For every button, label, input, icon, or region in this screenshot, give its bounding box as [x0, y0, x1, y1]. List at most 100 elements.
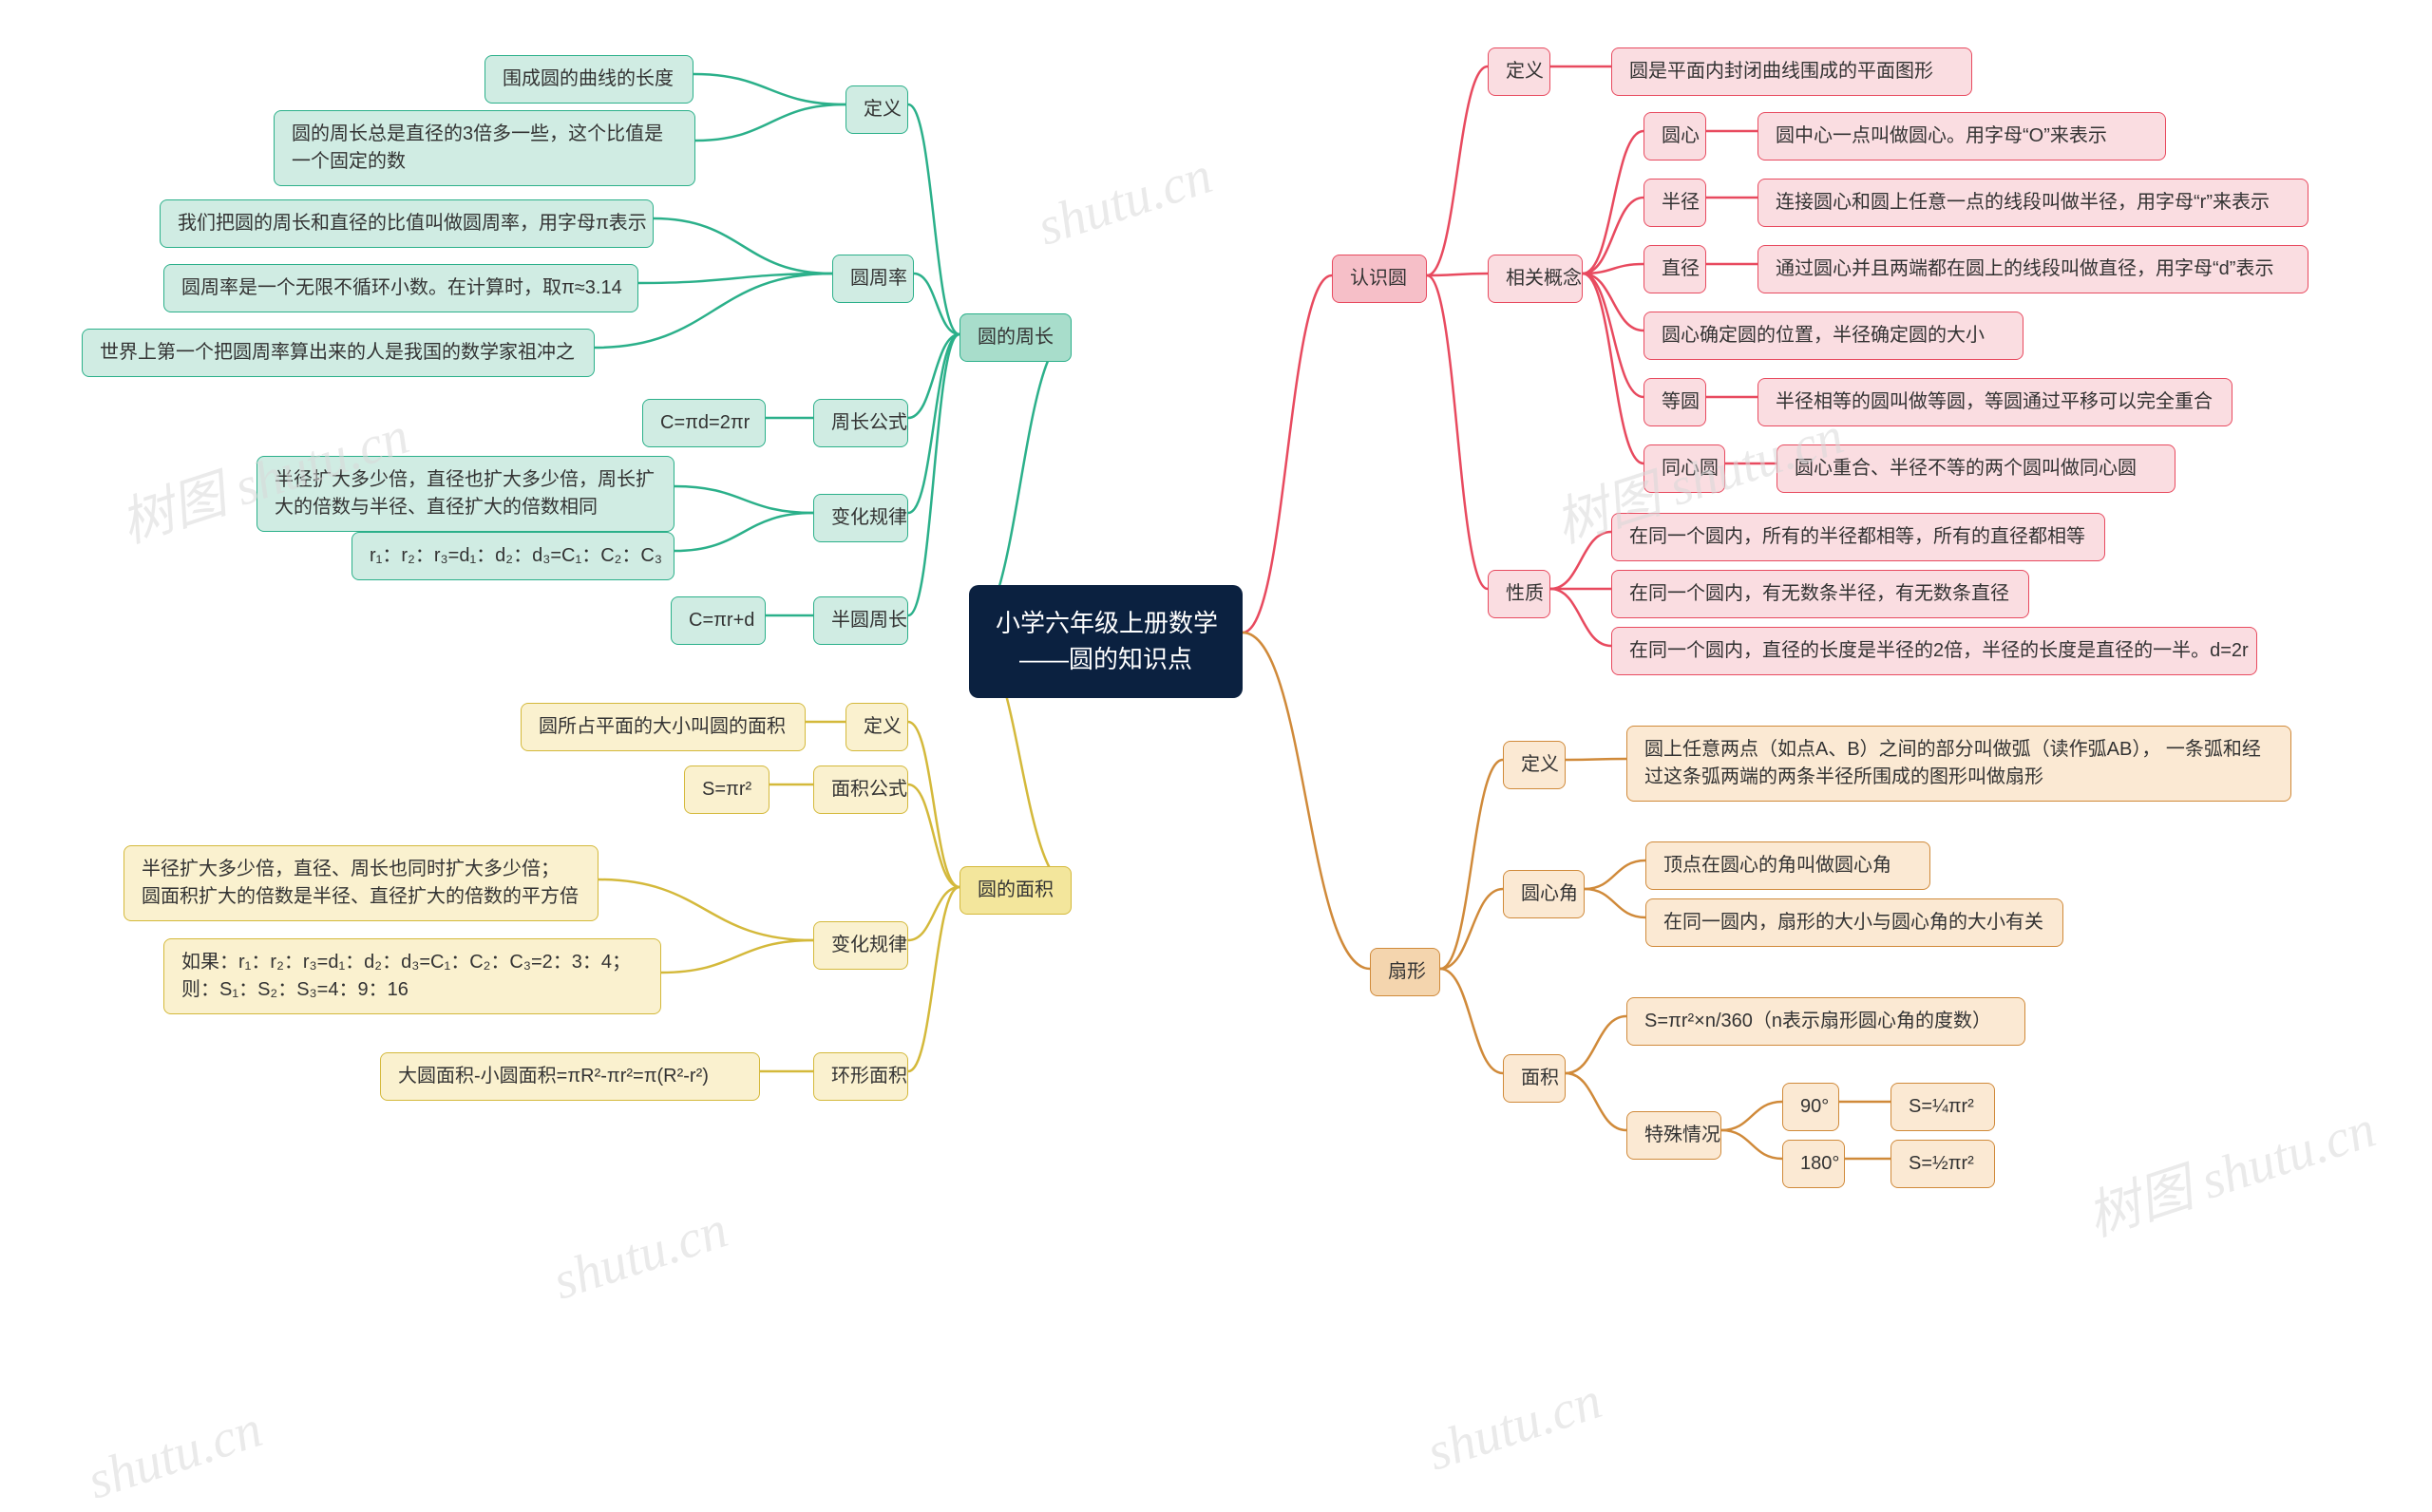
connector	[1566, 1073, 1626, 1130]
mindmap-node: S=πr²	[684, 765, 770, 814]
connector	[661, 940, 813, 973]
mindmap-node: 世界上第一个把圆周率算出来的人是我国的数学家祖冲之	[82, 329, 595, 377]
connector	[908, 887, 960, 940]
connector	[908, 887, 960, 1071]
connector	[914, 274, 960, 334]
mindmap-node: 环形面积	[813, 1052, 908, 1101]
connector	[1243, 275, 1332, 633]
mindmap-node: 周长公式	[813, 399, 908, 447]
mindmap-node: 圆的周长总是直径的3倍多一些，这个比值是一个固定的数	[274, 110, 695, 186]
connector	[908, 784, 960, 887]
mindmap-node: 圆周率是一个无限不循环小数。在计算时，取π≈3.14	[163, 264, 638, 312]
connector	[1566, 759, 1626, 760]
mindmap-node: 认识圆	[1332, 255, 1427, 303]
connector	[1440, 760, 1503, 969]
watermark: 树图 shutu.cn	[2076, 1086, 2384, 1251]
connector	[1583, 264, 1644, 274]
connector	[1585, 860, 1645, 889]
mindmap-node: 在同一个圆内，有无数条半径，有无数条直径	[1611, 570, 2029, 618]
mindmap-node: 圆中心一点叫做圆心。用字母“O”来表示	[1758, 112, 2166, 161]
root-node: 小学六年级上册数学 ——圆的知识点	[969, 585, 1243, 698]
connector	[1585, 889, 1645, 917]
watermark: shutu.cn	[81, 1398, 270, 1511]
mindmap-node: 面积公式	[813, 765, 908, 814]
mindmap-node: 圆所占平面的大小叫圆的面积	[521, 703, 806, 751]
connector	[598, 879, 813, 940]
mindmap-node: 90°	[1782, 1083, 1839, 1131]
mindmap-node: 圆上任意两点（如点A、B）之间的部分叫做弧（读作弧AB）， 一条弧和经过这条弧两…	[1626, 726, 2291, 802]
connector	[908, 104, 960, 334]
mindmap-node: 定义	[1488, 47, 1550, 96]
connector	[1566, 1016, 1626, 1073]
connector	[908, 334, 960, 513]
mindmap-node: 圆心角	[1503, 870, 1585, 918]
connector	[1583, 274, 1644, 331]
mindmap-node: C=πr+d	[671, 596, 766, 645]
connector	[908, 334, 960, 615]
mindmap-node: 顶点在圆心的角叫做圆心角	[1645, 841, 1930, 890]
connector	[1427, 66, 1488, 275]
mindmap-node: 半径	[1644, 179, 1706, 227]
connector	[908, 334, 960, 418]
mindmap-node: 半圆周长	[813, 596, 908, 645]
connector	[1550, 589, 1611, 646]
mindmap-node: 特殊情况	[1626, 1111, 1721, 1160]
mindmap-node: S=πr²×n/360（n表示扇形圆心角的度数）	[1626, 997, 2025, 1046]
mindmap-node: 定义	[1503, 741, 1566, 789]
mindmap-node: 圆周率	[832, 255, 914, 303]
connector	[1427, 275, 1488, 589]
mindmap-node: 定义	[846, 85, 908, 134]
mindmap-node: 变化规律	[813, 494, 908, 542]
mindmap-node: 等圆	[1644, 378, 1706, 426]
connector	[1550, 532, 1611, 589]
connector	[654, 218, 832, 274]
mindmap-node: 圆的周长	[960, 313, 1072, 362]
mindmap-node: 半径相等的圆叫做等圆，等圆通过平移可以完全重合	[1758, 378, 2232, 426]
connector	[1583, 274, 1644, 463]
mindmap-node: 如果：r₁：r₂：r₃=d₁：d₂：d₃=C₁：C₂：C₃=2：3：4； 则：S…	[163, 938, 661, 1014]
mindmap-node: 在同一个圆内，所有的半径都相等，所有的直径都相等	[1611, 513, 2105, 561]
mindmap-node: C=πd=2πr	[642, 399, 766, 447]
connector	[1583, 131, 1644, 274]
mindmap-node: S=½πr²	[1890, 1140, 1995, 1188]
connector	[1440, 889, 1503, 969]
mindmap-node: 定义	[846, 703, 908, 751]
mindmap-node: 180°	[1782, 1140, 1845, 1188]
root-line1: 小学六年级上册数学	[996, 609, 1218, 637]
connector	[908, 722, 960, 887]
mindmap-node: 通过圆心并且两端都在圆上的线段叫做直径，用字母“d”表示	[1758, 245, 2308, 293]
mindmap-node: 半径扩大多少倍，直径也扩大多少倍，周长扩大的倍数与半径、直径扩大的倍数相同	[256, 456, 674, 532]
mindmap-node: 圆的面积	[960, 866, 1072, 915]
connector	[1583, 198, 1644, 274]
mindmap-node: 扇形	[1370, 948, 1440, 996]
connector	[1583, 274, 1644, 397]
mindmap-node: 直径	[1644, 245, 1706, 293]
mindmap-node: 性质	[1488, 570, 1550, 618]
watermark: shutu.cn	[546, 1199, 735, 1312]
mindmap-node: 同心圆	[1644, 444, 1725, 493]
connector	[1440, 969, 1503, 1073]
mindmap-node: 我们把圆的周长和直径的比值叫做圆周率，用字母π表示	[160, 199, 654, 248]
connector	[694, 74, 846, 104]
connector	[1721, 1102, 1782, 1130]
mindmap-node: 圆是平面内封闭曲线围成的平面图形	[1611, 47, 1972, 96]
mindmap-node: 连接圆心和圆上任意一点的线段叫做半径，用字母“r”来表示	[1758, 179, 2308, 227]
watermark: shutu.cn	[1031, 144, 1220, 257]
connector	[1721, 1130, 1782, 1159]
connector	[1427, 274, 1488, 275]
mindmap-node: 圆心	[1644, 112, 1706, 161]
mindmap-node: 大圆面积-小圆面积=πR²-πr²=π(R²-r²)	[380, 1052, 760, 1101]
connector	[674, 513, 813, 551]
connector	[638, 274, 832, 283]
mindmap-node: 半径扩大多少倍，直径、周长也同时扩大多少倍； 圆面积扩大的倍数是半径、直径扩大的…	[124, 845, 598, 921]
mindmap-node: 变化规律	[813, 921, 908, 970]
mindmap-node: 面积	[1503, 1054, 1566, 1103]
connector	[674, 486, 813, 513]
mindmap-node: r₁：r₂：r₃=d₁：d₂：d₃=C₁：C₂：C₃	[352, 532, 674, 580]
mindmap-node: 在同一圆内，扇形的大小与圆心角的大小有关	[1645, 898, 2063, 947]
mindmap-node: 围成圆的曲线的长度	[484, 55, 694, 104]
root-line2: ——圆的知识点	[1019, 645, 1192, 673]
watermark: shutu.cn	[1420, 1370, 1609, 1483]
mindmap-node: 相关概念	[1488, 255, 1583, 303]
connector	[1243, 633, 1370, 969]
